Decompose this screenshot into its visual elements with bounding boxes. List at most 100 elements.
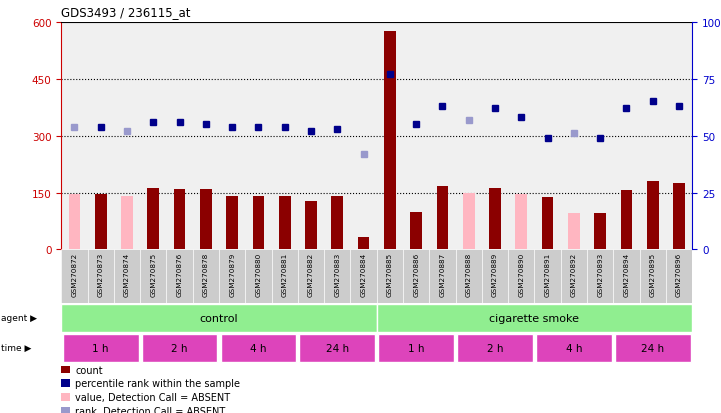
Text: GSM270879: GSM270879 bbox=[229, 253, 235, 297]
Text: GSM270893: GSM270893 bbox=[597, 253, 603, 297]
Bar bbox=[376, 250, 403, 304]
Text: GSM270880: GSM270880 bbox=[255, 253, 262, 297]
Bar bbox=[614, 23, 640, 250]
Bar bbox=[379, 334, 454, 362]
Bar bbox=[403, 250, 429, 304]
Bar bbox=[87, 250, 114, 304]
Bar bbox=[350, 250, 376, 304]
Text: GSM270873: GSM270873 bbox=[98, 253, 104, 297]
Bar bbox=[174, 189, 185, 250]
Bar bbox=[482, 250, 508, 304]
Bar bbox=[193, 250, 219, 304]
Bar bbox=[332, 197, 343, 250]
Text: GSM270895: GSM270895 bbox=[650, 253, 655, 297]
Text: rank, Detection Call = ABSENT: rank, Detection Call = ABSENT bbox=[76, 406, 226, 413]
Text: 24 h: 24 h bbox=[641, 343, 664, 353]
Text: agent ▶: agent ▶ bbox=[1, 313, 37, 323]
Text: GDS3493 / 236115_at: GDS3493 / 236115_at bbox=[61, 6, 191, 19]
Bar bbox=[673, 184, 685, 250]
Bar bbox=[587, 23, 614, 250]
Text: 1 h: 1 h bbox=[92, 343, 109, 353]
Text: 2 h: 2 h bbox=[172, 343, 188, 353]
Bar bbox=[615, 334, 691, 362]
Text: GSM270890: GSM270890 bbox=[518, 253, 524, 297]
Bar bbox=[226, 197, 238, 250]
Bar bbox=[245, 250, 272, 304]
Bar bbox=[114, 23, 140, 250]
Bar bbox=[140, 250, 167, 304]
Bar bbox=[376, 23, 403, 250]
Text: GSM270886: GSM270886 bbox=[413, 253, 419, 297]
Text: 1 h: 1 h bbox=[408, 343, 425, 353]
Text: GSM270874: GSM270874 bbox=[124, 253, 130, 297]
Text: GSM270882: GSM270882 bbox=[308, 253, 314, 297]
Bar bbox=[61, 250, 87, 304]
Bar bbox=[436, 186, 448, 250]
Bar bbox=[324, 23, 350, 250]
Bar bbox=[142, 334, 218, 362]
Bar bbox=[594, 214, 606, 250]
Bar bbox=[219, 23, 245, 250]
Bar bbox=[463, 194, 474, 250]
Text: 4 h: 4 h bbox=[565, 343, 582, 353]
Text: GSM270878: GSM270878 bbox=[203, 253, 209, 297]
Bar bbox=[508, 250, 534, 304]
Bar bbox=[299, 334, 375, 362]
Text: time ▶: time ▶ bbox=[1, 344, 32, 352]
Bar bbox=[561, 250, 587, 304]
Text: GSM270884: GSM270884 bbox=[360, 253, 366, 297]
Text: value, Detection Call = ABSENT: value, Detection Call = ABSENT bbox=[76, 392, 231, 402]
Bar bbox=[193, 23, 219, 250]
Bar bbox=[298, 23, 324, 250]
Bar bbox=[167, 23, 193, 250]
Bar bbox=[640, 250, 666, 304]
Text: GSM270875: GSM270875 bbox=[150, 253, 156, 297]
Bar bbox=[541, 198, 554, 250]
Bar bbox=[516, 195, 527, 250]
Bar bbox=[410, 213, 422, 250]
Bar bbox=[587, 250, 614, 304]
Text: GSM270887: GSM270887 bbox=[439, 253, 446, 297]
Bar bbox=[508, 23, 534, 250]
Text: GSM270896: GSM270896 bbox=[676, 253, 682, 297]
Bar bbox=[245, 23, 272, 250]
Bar bbox=[489, 188, 501, 250]
Text: GSM270894: GSM270894 bbox=[624, 253, 629, 297]
Text: GSM270892: GSM270892 bbox=[571, 253, 577, 297]
Text: GSM270888: GSM270888 bbox=[466, 253, 472, 297]
Bar bbox=[221, 334, 296, 362]
Bar bbox=[114, 250, 140, 304]
Text: GSM270881: GSM270881 bbox=[282, 253, 288, 297]
Bar bbox=[666, 23, 692, 250]
Bar bbox=[200, 189, 212, 250]
Bar bbox=[403, 23, 429, 250]
Bar bbox=[561, 23, 587, 250]
Bar bbox=[61, 23, 87, 250]
Bar bbox=[272, 250, 298, 304]
Bar bbox=[429, 23, 456, 250]
Text: 4 h: 4 h bbox=[250, 343, 267, 353]
Bar bbox=[666, 250, 692, 304]
Bar bbox=[429, 250, 456, 304]
Text: GSM270889: GSM270889 bbox=[492, 253, 498, 297]
Bar bbox=[63, 334, 138, 362]
Bar bbox=[536, 334, 611, 362]
Bar bbox=[68, 195, 80, 250]
Bar bbox=[621, 190, 632, 250]
Bar bbox=[219, 250, 245, 304]
Bar bbox=[94, 194, 107, 250]
Bar bbox=[140, 23, 167, 250]
Text: cigarette smoke: cigarette smoke bbox=[490, 313, 580, 323]
Bar bbox=[456, 250, 482, 304]
Bar bbox=[279, 197, 291, 250]
Text: GSM270876: GSM270876 bbox=[177, 253, 182, 297]
Bar bbox=[121, 197, 133, 250]
Bar bbox=[482, 23, 508, 250]
Text: percentile rank within the sample: percentile rank within the sample bbox=[76, 378, 241, 388]
Bar bbox=[614, 250, 640, 304]
Bar bbox=[167, 250, 193, 304]
Bar bbox=[272, 23, 298, 250]
Bar bbox=[350, 23, 376, 250]
Bar bbox=[87, 23, 114, 250]
Bar bbox=[61, 304, 377, 332]
